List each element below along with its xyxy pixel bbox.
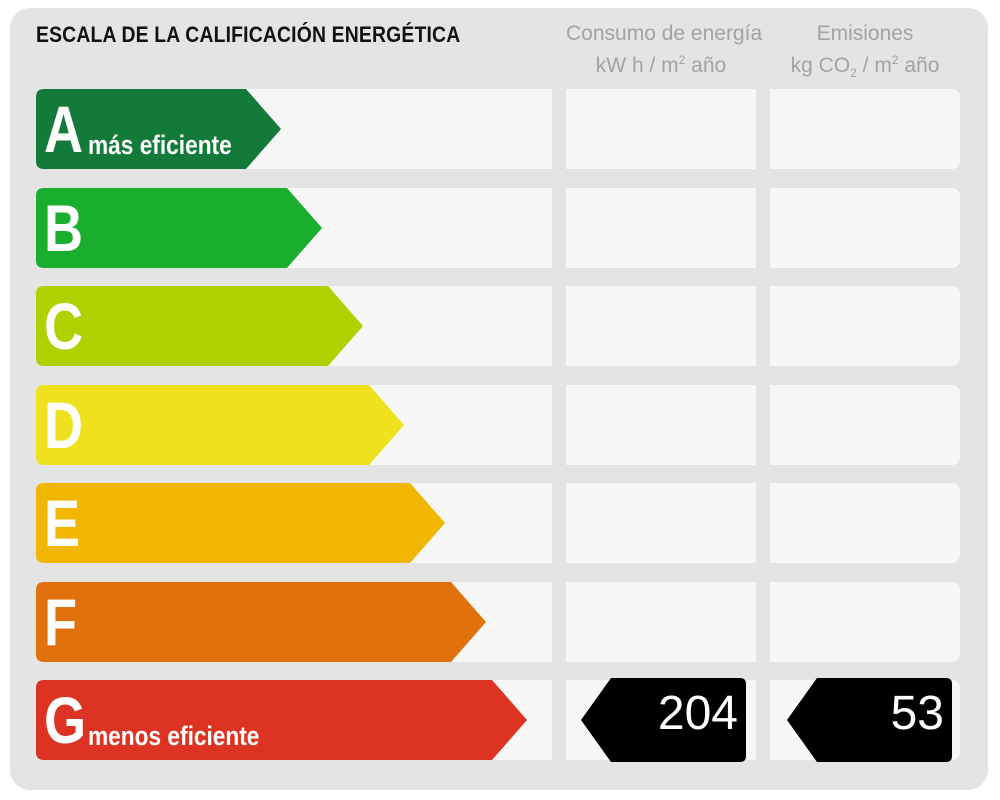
rating-row-b: B [36,187,960,268]
emissions-rating-marker: 53 [787,678,952,762]
energy-rating-marker: 204 [581,678,746,762]
energy-cell [566,483,756,563]
class-arrow-shape [36,384,404,465]
emissions-header-unit: kg CO2 / m2 año [790,53,940,81]
class-arrow-fill [36,187,322,268]
emissions-rating-marker-shape [787,678,952,762]
scale-title: ESCALA DE LA CALIFICACIÓN ENERGÉTICA [36,22,461,47]
emissions-cell [770,89,960,169]
class-arrow-d: D [36,384,404,465]
class-arrow-shape [36,483,445,563]
class-arrow-fill [36,483,445,563]
class-arrow-shape [36,680,527,760]
class-letter: F [44,584,78,659]
energy-column-header: Consumo de energía kW h / m2 año [566,20,763,79]
class-arrow-f: F [36,581,486,662]
emissions-cell [770,286,960,366]
emissions-header-label: Emisiones [816,22,914,45]
energy-header-label: Consumo de energía [566,22,763,45]
class-arrow-fill [36,286,363,366]
energy-rating-marker-shape [581,678,746,762]
emissions-column-header: Emisiones kg CO2 / m2 año [770,20,960,87]
class-arrow-shape [36,187,322,268]
emissions-cell [770,384,960,465]
rating-row-d: D [36,384,960,465]
class-arrow-fill [36,581,486,662]
class-arrow-c: C [36,286,363,366]
class-letter: C [44,289,84,363]
energy-cell [566,286,756,366]
class-arrow-shape [36,286,363,366]
class-arrow-shape [36,581,486,662]
rating-row-e: E [36,483,960,563]
emissions-rating-marker-value: 53 [890,687,944,740]
class-arrow-shape [36,89,281,169]
energy-header-unit: kW h / m2 año [595,53,727,77]
energy-cell [566,187,756,268]
class-arrow-fill [36,384,404,465]
class-arrow-fill [36,680,527,760]
class-arrow-e: E [36,483,445,563]
emissions-rating-marker-fill [787,678,952,762]
emissions-cell [770,581,960,662]
emissions-cell [770,483,960,563]
energy-rating-marker-fill [581,678,746,762]
class-arrow-b: B [36,187,322,268]
energy-cell [566,384,756,465]
energy-cell [566,581,756,662]
energy-cell [566,89,756,169]
emissions-cell [770,187,960,268]
class-letter: B [44,190,84,265]
class-arrow-fill [36,89,281,169]
class-note: menos eficiente [88,721,260,751]
class-letter: A [44,92,84,166]
class-letter: D [44,387,84,462]
class-letter: E [44,486,81,560]
rating-row-f: F [36,581,960,662]
rating-row-c: C [36,286,960,366]
class-note: más eficiente [88,130,232,160]
class-letter: G [44,683,87,757]
energy-rating-marker-value: 204 [657,687,738,740]
